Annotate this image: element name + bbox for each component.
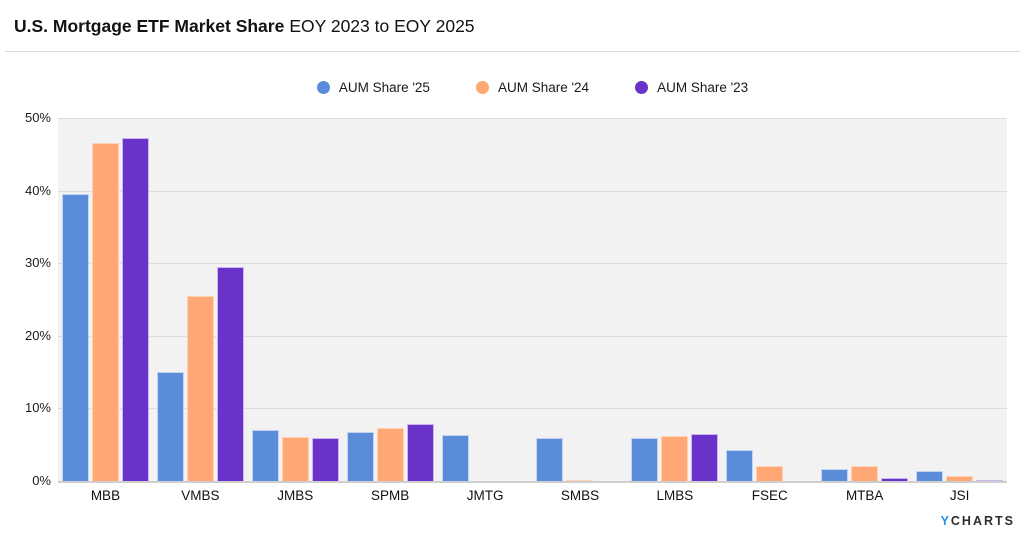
x-label-fsec: FSEC xyxy=(751,488,788,503)
legend: AUM Share '25 AUM Share '24 AUM Share '23 xyxy=(58,76,1007,98)
x-label-mbb: MBB xyxy=(90,488,121,503)
bar-smbs-24[interactable] xyxy=(566,480,594,481)
bar-mtba-24[interactable] xyxy=(851,466,879,481)
bar-spmb-24[interactable] xyxy=(376,428,404,481)
legend-item-24[interactable]: AUM Share '24 xyxy=(475,79,590,95)
y-tick-label: 30% xyxy=(24,255,51,271)
bar-fsec-24[interactable] xyxy=(756,466,784,481)
x-label-smbs: SMBS xyxy=(560,488,600,503)
bar-fsec-25[interactable] xyxy=(726,449,754,481)
bar-mtba-25[interactable] xyxy=(821,469,849,481)
bar-mbb-23[interactable] xyxy=(121,137,149,481)
legend-label: AUM Share '23 xyxy=(657,79,749,95)
y-tick-label: 20% xyxy=(24,327,51,343)
bar-mtba-23[interactable] xyxy=(881,478,909,481)
bar-jsi-24[interactable] xyxy=(946,475,974,481)
x-axis: MBB VMBS JMBS SPMB JMTG SMBS LMBS FSEC MTBA JSI xyxy=(58,488,1007,503)
bar-group-jmtg xyxy=(438,118,533,481)
x-label-jmtg: JMTG xyxy=(466,488,504,503)
ycharts-logo-charts: CHARTS xyxy=(950,514,1015,528)
y-tick-label: 10% xyxy=(24,400,51,416)
bar-group-mbb xyxy=(58,118,153,481)
legend-dot-icon xyxy=(635,80,649,94)
bar-jmbs-25[interactable] xyxy=(251,430,279,481)
legend-dot-icon xyxy=(475,80,489,94)
bar-group-spmb xyxy=(343,118,438,481)
page-title: U.S. Mortgage ETF Market Share EOY 2023 t… xyxy=(14,16,475,37)
y-tick-label: 40% xyxy=(24,182,51,198)
x-label-spmb: SPMB xyxy=(371,488,410,503)
bar-smbs-25[interactable] xyxy=(536,438,564,481)
bar-group-jsi xyxy=(912,118,1007,481)
y-tick-label: 50% xyxy=(24,110,51,125)
y-tick-label: 0% xyxy=(32,473,51,488)
bar-spmb-23[interactable] xyxy=(406,423,434,481)
bar-mbb-25[interactable] xyxy=(61,193,89,481)
x-label-jsi: JSI xyxy=(949,488,970,503)
bar-lmbs-25[interactable] xyxy=(631,438,659,481)
gridline xyxy=(58,190,1007,192)
ycharts-logo-y: Y xyxy=(940,514,951,528)
gridline xyxy=(58,118,1007,119)
legend-label: AUM Share '24 xyxy=(497,79,590,95)
x-label-vmbs: VMBS xyxy=(181,488,220,503)
bar-vmbs-24[interactable] xyxy=(186,295,214,481)
bar-group-jmbs xyxy=(248,118,343,481)
gridline xyxy=(58,335,1007,337)
gridline xyxy=(58,408,1007,410)
page-title-main: U.S. Mortgage ETF Market Share xyxy=(14,16,285,36)
x-label-mtba: MTBA xyxy=(845,488,884,503)
bar-jmbs-23[interactable] xyxy=(311,438,339,481)
bar-spmb-25[interactable] xyxy=(346,431,374,481)
y-axis: 50% 40% 30% 20% 10% 0% xyxy=(0,110,51,488)
page-title-subtitle: EOY 2023 to EOY 2025 xyxy=(289,16,475,36)
plot-area xyxy=(58,118,1007,483)
bar-group-vmbs xyxy=(153,118,248,481)
legend-dot-icon xyxy=(316,80,330,94)
bar-mbb-24[interactable] xyxy=(91,143,119,481)
x-label-lmbs: LMBS xyxy=(656,488,694,503)
bar-jmtg-25[interactable] xyxy=(441,434,469,481)
bar-group-mtba xyxy=(817,118,912,481)
bar-lmbs-23[interactable] xyxy=(691,433,719,481)
bar-jsi-25[interactable] xyxy=(916,470,944,481)
legend-item-23[interactable]: AUM Share '23 xyxy=(635,80,748,95)
legend-item-25[interactable]: AUM Share '25 xyxy=(316,79,430,95)
x-label-jmbs: JMBS xyxy=(277,488,314,503)
bar-jsi-23[interactable] xyxy=(976,479,1004,481)
bar-group-lmbs xyxy=(627,118,722,481)
bar-vmbs-23[interactable] xyxy=(216,266,244,481)
bar-jmbs-24[interactable] xyxy=(281,436,309,481)
legend-label: AUM Share '25 xyxy=(338,79,430,95)
bar-group-smbs xyxy=(533,118,628,481)
bar-lmbs-24[interactable] xyxy=(661,436,689,481)
gridline xyxy=(58,263,1007,265)
ycharts-logo: YCHARTS xyxy=(941,514,1015,528)
bar-group-fsec xyxy=(722,118,817,481)
bar-vmbs-25[interactable] xyxy=(156,372,184,481)
title-divider xyxy=(5,51,1020,52)
